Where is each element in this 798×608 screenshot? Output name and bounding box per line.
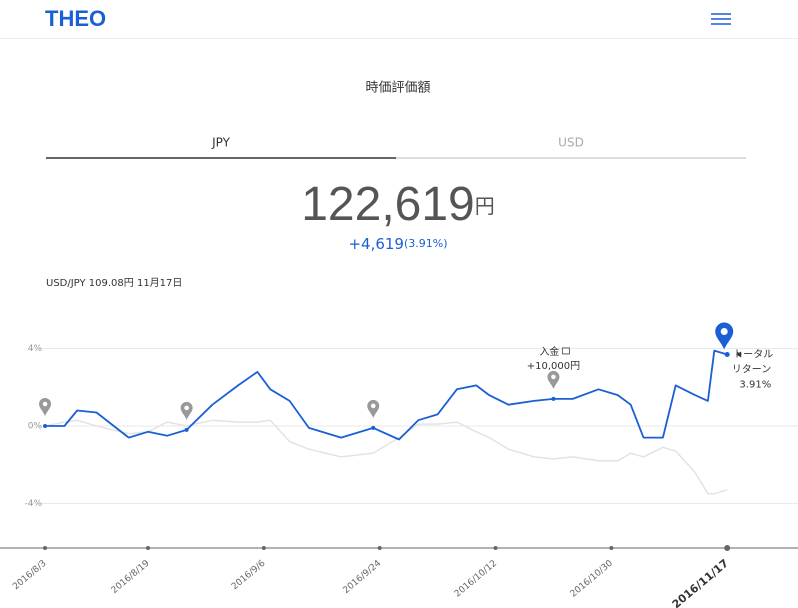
x-tick-label: 2016/10/30 xyxy=(569,558,615,599)
series-line xyxy=(45,349,728,441)
series-line xyxy=(44,419,728,495)
event-pin-hole xyxy=(551,374,556,380)
change: +4,619(3.91%) xyxy=(348,235,447,253)
tab[interactable]: JPY xyxy=(211,136,231,150)
amount: 122,619円 xyxy=(301,178,495,231)
end-pin-hole xyxy=(720,327,728,335)
y-tick-label: 0% xyxy=(28,422,43,432)
x-tick-label: 2016/8/19 xyxy=(110,558,152,595)
x-tick-label: 2016/11/17 xyxy=(670,557,731,608)
event-pin-hole xyxy=(370,403,376,409)
change-value: +4,619 xyxy=(348,235,404,253)
event-pin xyxy=(39,398,52,416)
x-tick xyxy=(146,546,151,550)
event-pin-hole xyxy=(184,405,189,411)
annotation-text: リターン xyxy=(732,363,772,375)
x-tick-label: 2016/9/6 xyxy=(230,558,268,592)
x-tick xyxy=(609,546,614,550)
event-pin xyxy=(367,399,380,418)
x-tick xyxy=(377,546,382,550)
x-tick-label: 2016/8/3 xyxy=(11,559,48,593)
annotation-arrow xyxy=(736,351,742,358)
end-pin xyxy=(715,322,734,350)
x-tick xyxy=(261,546,266,550)
annotation-text: 3.91% xyxy=(739,379,771,390)
page-title: 時価評価額 xyxy=(365,81,430,96)
event-pin xyxy=(180,401,193,420)
fx-note: USD/JPY 109.08円 11月17日 xyxy=(46,277,182,289)
x-tick xyxy=(43,546,48,550)
chart: 4% 0% -4% 2016/8/3 2016/8/19 2016/9/6 2016/9/2… xyxy=(0,322,798,608)
tab[interactable]: USD xyxy=(558,136,584,150)
logo[interactable]: THEO xyxy=(45,6,106,31)
event-amount: +10,000円 xyxy=(527,361,580,372)
annotation-text: トータル xyxy=(733,348,773,360)
x-tick xyxy=(493,546,498,550)
x-tick-label: 2016/10/12 xyxy=(453,559,499,600)
event-dot xyxy=(43,424,48,428)
change-pct: (3.91%) xyxy=(404,237,448,250)
y-tick-label: 4% xyxy=(28,344,43,354)
event-dot xyxy=(371,425,376,430)
menu-button[interactable] xyxy=(711,13,731,25)
event-icon xyxy=(561,347,570,355)
y-tick-label: -4% xyxy=(24,499,42,509)
event-label: 入金 xyxy=(539,345,559,358)
x-tick xyxy=(724,545,731,551)
event-pin-hole xyxy=(42,401,48,407)
end-dot xyxy=(724,351,730,357)
event-dot xyxy=(184,427,189,432)
amount-unit: 円 xyxy=(475,194,495,218)
event-pin xyxy=(547,370,560,389)
event-dot xyxy=(551,396,556,401)
amount-value: 122,619 xyxy=(301,178,475,231)
x-tick-label: 2016/9/24 xyxy=(341,558,383,595)
